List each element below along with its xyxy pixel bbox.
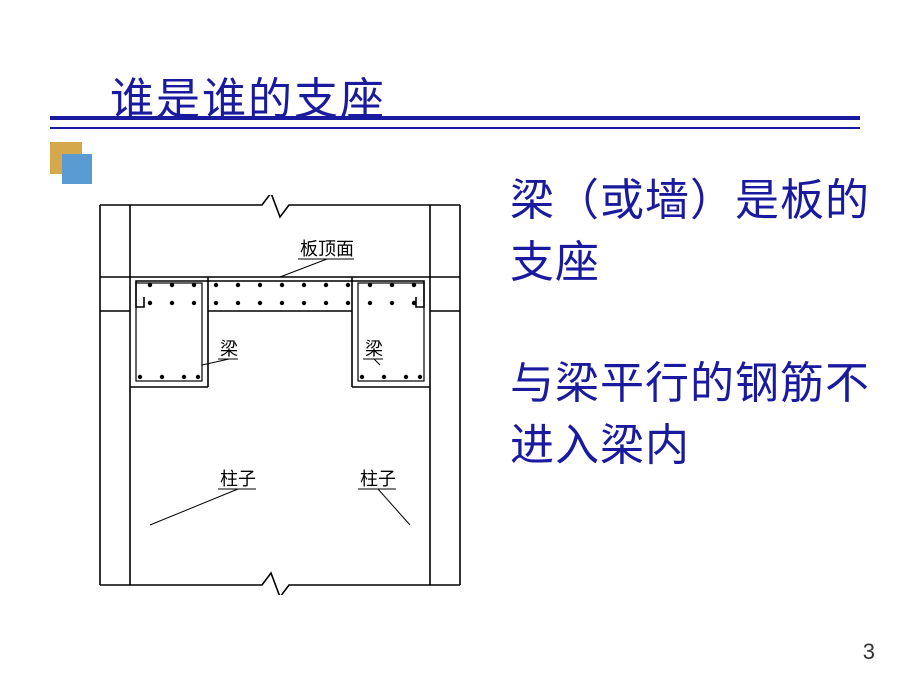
svg-text:柱子: 柱子 [360, 469, 396, 489]
accent-block-icon [50, 142, 92, 184]
accent-blue-square [62, 154, 92, 184]
title-underline-secondary [50, 127, 860, 129]
page-number: 3 [863, 639, 875, 665]
svg-text:柱子: 柱子 [220, 469, 256, 489]
structural-diagram: 板顶面梁 梁柱子 柱子 [80, 195, 480, 595]
svg-text:梁: 梁 [220, 339, 238, 359]
svg-text:板顶面: 板顶面 [300, 239, 354, 259]
svg-text:梁: 梁 [365, 339, 383, 359]
side-paragraph-2: 与梁平行的钢筋不进入梁内 [510, 353, 890, 476]
side-text-block: 梁（或墙）是板的支座 与梁平行的钢筋不进入梁内 [510, 170, 890, 476]
side-paragraph-1: 梁（或墙）是板的支座 [510, 170, 890, 293]
title-bar: 谁是谁的支座 [50, 55, 860, 125]
title-underline-primary [50, 116, 860, 120]
